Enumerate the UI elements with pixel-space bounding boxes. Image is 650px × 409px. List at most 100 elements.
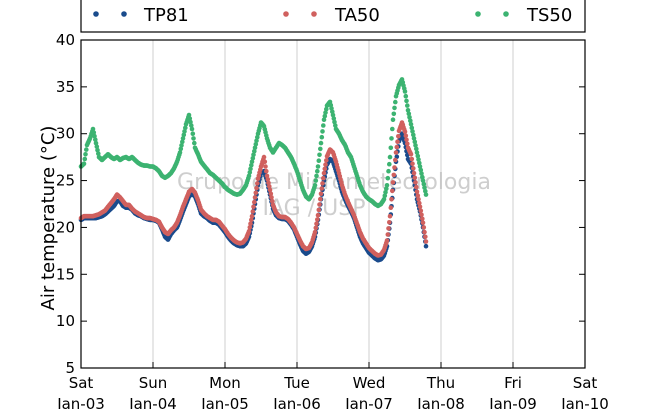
data-point (177, 150, 183, 155)
data-point (247, 170, 253, 175)
y-axis: 5 10 15 20 25 30 35 40 (56, 31, 585, 377)
data-point (249, 163, 254, 168)
data-point (315, 164, 321, 169)
data-point (318, 191, 324, 196)
data-point (266, 180, 271, 186)
data-point (385, 232, 391, 237)
legend-entry-ts50: TS50 (475, 5, 572, 26)
data-point (408, 122, 414, 127)
data-point (315, 217, 320, 222)
x-tick-day: Fri (504, 374, 522, 392)
data-point (390, 117, 396, 122)
data-point (413, 180, 418, 185)
data-point (387, 161, 392, 167)
data-point (417, 164, 423, 169)
data-point (384, 238, 390, 243)
x-tick-date: Jan-10 (560, 395, 609, 409)
data-point (413, 143, 418, 148)
data-point (250, 209, 256, 214)
data-point (314, 221, 319, 226)
y-tick-label: 40 (56, 31, 75, 49)
data-point (251, 204, 256, 210)
data-point (262, 159, 268, 165)
data-point (319, 186, 325, 191)
data-point (320, 181, 325, 186)
data-point (388, 145, 394, 151)
data-point (318, 146, 323, 152)
data-point (411, 136, 417, 141)
x-tick-date: Jan-04 (128, 395, 177, 409)
data-point (263, 164, 268, 169)
data-point (93, 140, 99, 146)
data-point (95, 147, 100, 153)
legend-entry-tp81: TP81 (93, 5, 189, 26)
data-point (321, 123, 326, 128)
legend-label-ts50: TS50 (526, 5, 572, 26)
data-point (180, 139, 185, 145)
x-tick-day: Tue (283, 374, 310, 392)
data-point (410, 161, 415, 166)
data-point (396, 134, 401, 139)
data-point (414, 150, 420, 155)
data-point (96, 151, 101, 156)
x-tick-day: Thu (426, 374, 455, 392)
x-tick-date: Jan-07 (344, 395, 393, 409)
data-point (314, 173, 319, 179)
data-point (321, 175, 326, 181)
data-point (420, 174, 425, 180)
data-point (393, 157, 398, 163)
data-point (82, 156, 88, 162)
x-tick-day: Sun (139, 374, 168, 392)
data-point (423, 243, 429, 249)
data-point (421, 225, 427, 230)
legend-entry-ta50: TA50 (283, 5, 380, 26)
data-point (182, 129, 187, 134)
data-point (390, 188, 395, 194)
y-tick-label: 5 (65, 359, 75, 377)
data-point (191, 136, 196, 141)
x-tick-date: Jan-08 (416, 395, 465, 409)
data-point (418, 208, 424, 214)
data-point (423, 234, 428, 240)
data-point (332, 119, 337, 125)
data-point (403, 133, 409, 139)
y-tick-label: 35 (56, 78, 75, 96)
data-point (423, 192, 429, 197)
legend-frame (80, 0, 586, 33)
data-point (179, 143, 184, 148)
data-point (393, 99, 398, 105)
data-point (385, 175, 391, 181)
data-point (411, 170, 417, 176)
data-point (249, 217, 254, 223)
data-point (92, 133, 97, 139)
data-point (248, 221, 253, 226)
data-point (404, 98, 409, 104)
data-point (333, 123, 338, 128)
data-point (419, 171, 424, 176)
data-point (246, 228, 252, 234)
data-point (322, 113, 328, 119)
legend-marker-tp81 (121, 11, 127, 17)
data-point (393, 150, 399, 155)
grid (152, 40, 514, 368)
data-point (264, 173, 270, 179)
data-point (384, 183, 390, 188)
data-point (316, 158, 322, 163)
data-point (331, 116, 337, 121)
data-point (269, 195, 274, 200)
data-point (252, 199, 257, 205)
data-point (404, 137, 409, 143)
data-point (83, 152, 88, 157)
data-point (408, 118, 413, 124)
data-point (264, 168, 269, 174)
data-point (315, 212, 321, 218)
data-point (267, 187, 273, 193)
data-point (391, 172, 397, 178)
watermark: Grupo de Micrometeorologia IAG / USP (177, 170, 491, 221)
x-axis: Sat Jan-03 Sun Jan-04 Mon Jan-05 Tue Jan-06 Wed J… (56, 362, 609, 409)
data-point (420, 220, 426, 225)
y-tick-label: 10 (56, 312, 75, 330)
data-point (419, 212, 424, 218)
data-point (247, 225, 253, 230)
